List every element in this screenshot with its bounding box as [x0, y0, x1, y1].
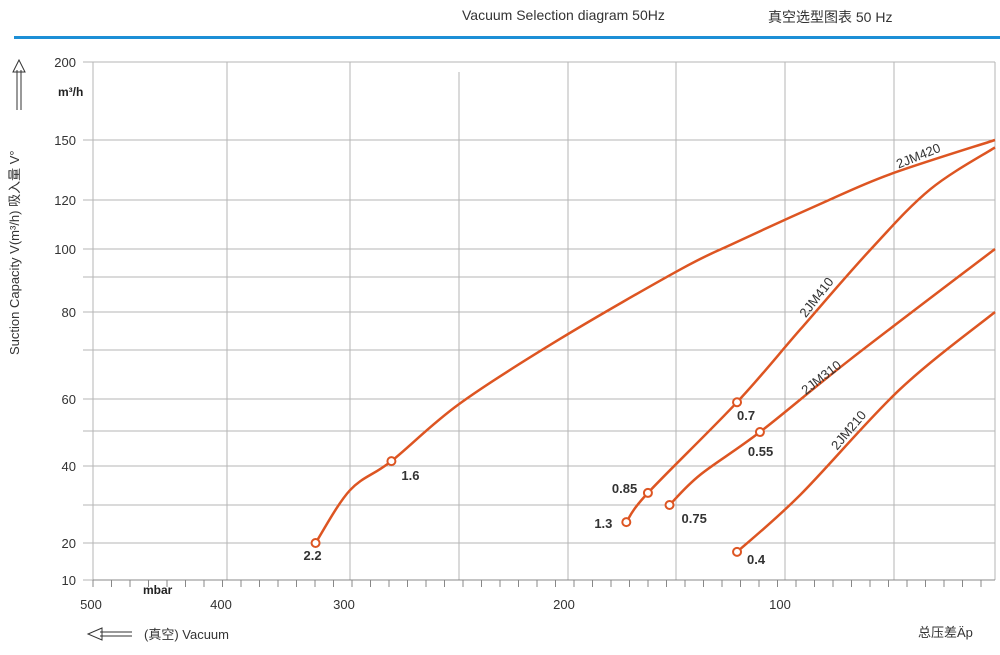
y-axis-label: Suction Capacity V(m³/h) 吸入量 V° — [7, 150, 22, 355]
series-2jm410: 1.3 0.85 0.7 2JM410 — [594, 146, 996, 531]
operating-point-marker — [386, 456, 397, 467]
y-tick-label: 20 — [62, 536, 76, 551]
marker-label: 1.6 — [401, 468, 419, 483]
y-tick-label: 80 — [62, 305, 76, 320]
operating-point-marker — [621, 517, 632, 528]
series-label: 2JM210 — [828, 408, 869, 453]
x-tick-label: 400 — [210, 597, 232, 612]
marker-label: 2.2 — [304, 548, 322, 563]
marker-label: 0.55 — [748, 444, 773, 459]
x-tick-label: 500 — [80, 597, 102, 612]
chart-title-en: Vacuum Selection diagram 50Hz — [462, 7, 665, 23]
y-tick-label: 10 — [62, 573, 76, 588]
x-tick-label: 300 — [333, 597, 355, 612]
y-tick-label: 40 — [62, 459, 76, 474]
operating-point-marker — [642, 487, 653, 498]
x-unit-label: mbar — [143, 583, 173, 597]
series-label: 2JM420 — [894, 140, 943, 171]
chart-title-cn: 真空选型图表 50 Hz — [768, 9, 893, 25]
y-tick-label: 60 — [62, 392, 76, 407]
marker-label: 0.85 — [612, 481, 637, 496]
y-tick-label: 120 — [54, 193, 76, 208]
operating-point-marker — [310, 538, 321, 548]
operating-point-marker — [732, 397, 743, 408]
x-tick-label: 100 — [769, 597, 791, 612]
x-axis-label-pressure-diff: 总压差Äp — [918, 625, 973, 640]
y-arrow-icon — [12, 58, 26, 110]
y-unit-label: m³/h — [58, 85, 83, 99]
y-tick-label: 150 — [54, 133, 76, 148]
curve-line — [314, 138, 996, 544]
header-divider — [14, 36, 1000, 39]
operating-point-marker — [664, 500, 675, 510]
marker-label: 0.4 — [747, 552, 766, 567]
y-tick-label: 100 — [54, 242, 76, 257]
x-axis-label-vacuum: (真空) Vacuum — [144, 627, 229, 642]
marker-label: 1.3 — [594, 516, 612, 531]
curve-line — [736, 311, 996, 553]
marker-label: 0.7 — [737, 408, 755, 423]
left-arrow-icon — [86, 627, 132, 641]
curve-line — [668, 248, 996, 506]
operating-point-marker — [754, 427, 765, 438]
marker-label: 0.75 — [682, 511, 707, 526]
y-tick-label: 200 — [54, 55, 76, 70]
series-label: 2JM310 — [798, 357, 844, 397]
curve-line — [625, 146, 996, 523]
series-2jm420: 2.2 1.6 2JM420 — [304, 138, 996, 563]
x-tick-label: 200 — [553, 597, 575, 612]
series-label: 2JM410 — [796, 274, 836, 320]
operating-point-marker — [732, 546, 743, 557]
